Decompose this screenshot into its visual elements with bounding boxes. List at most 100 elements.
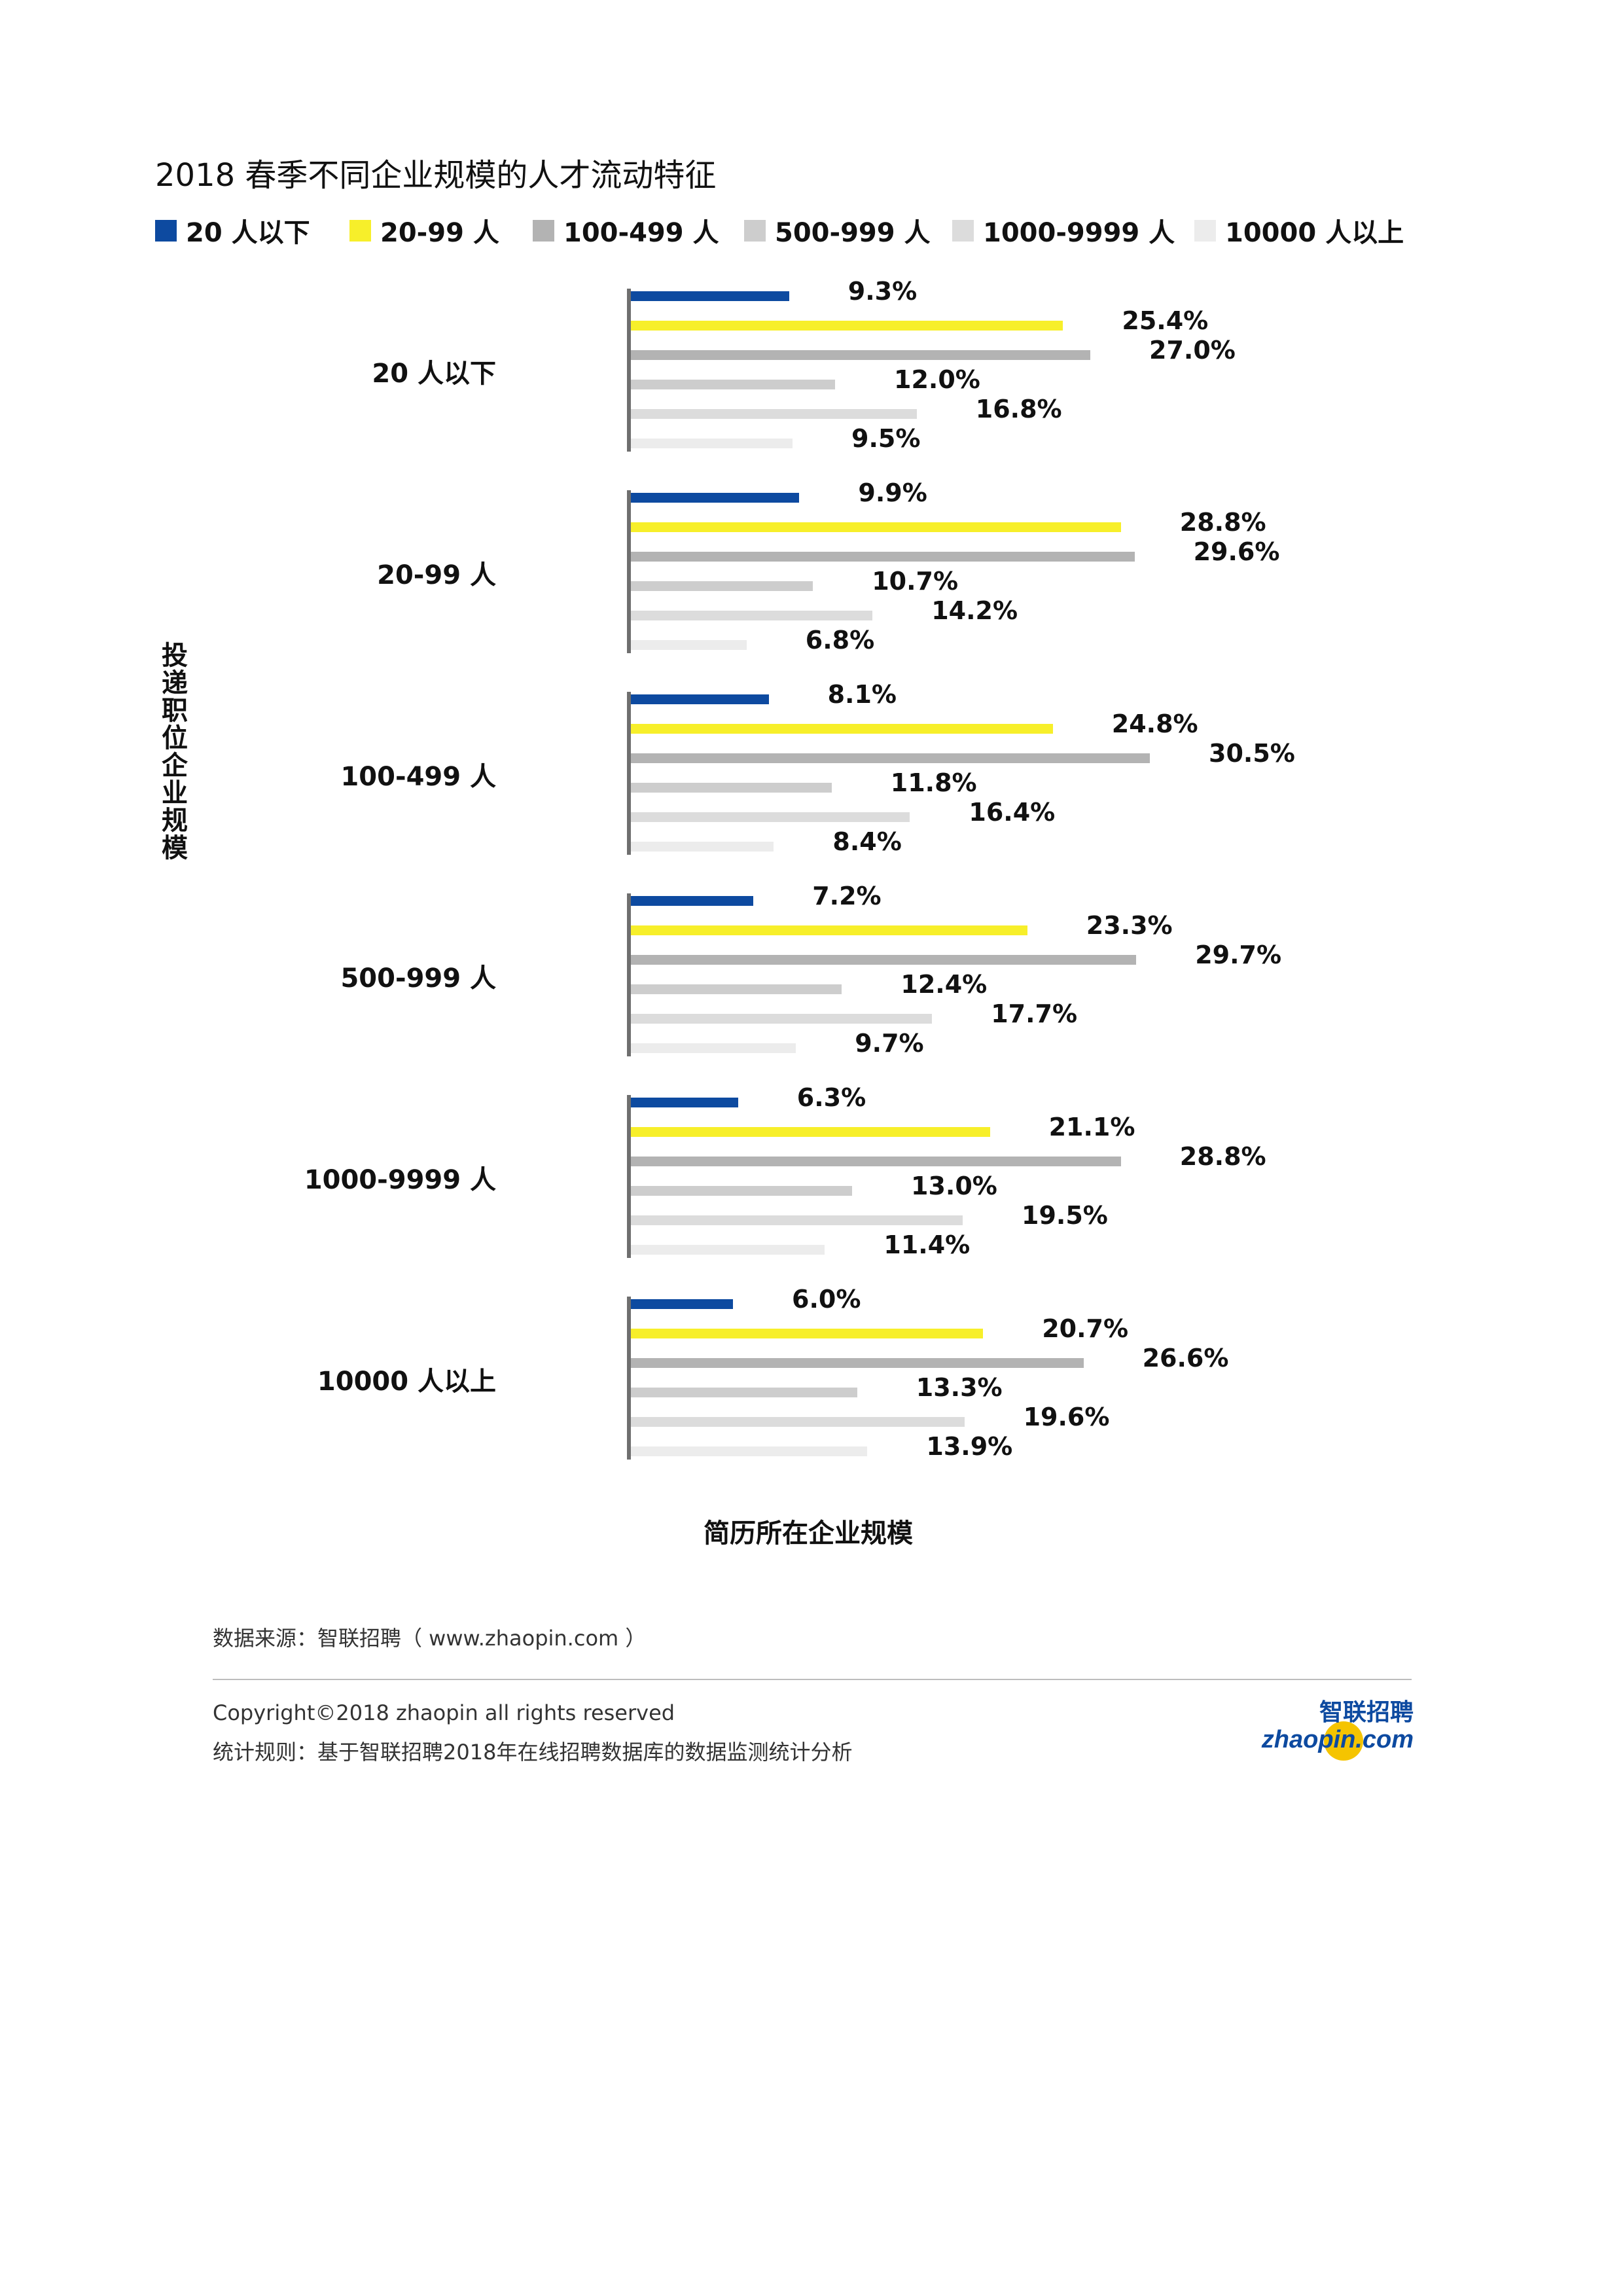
group-axis-line xyxy=(627,1297,631,1460)
bar-value-label: 8.1% xyxy=(827,680,897,709)
legend-swatch xyxy=(1194,219,1216,242)
bar-value-label: 7.2% xyxy=(812,882,882,910)
bar-value-label: 9.3% xyxy=(847,277,918,306)
bar xyxy=(631,1446,868,1456)
legend-item: 20-99 人 xyxy=(349,211,499,250)
bar-value-label: 16.4% xyxy=(969,798,1056,827)
legend-label: 20-99 人 xyxy=(380,218,499,248)
bar xyxy=(631,439,793,448)
bar xyxy=(631,1388,857,1397)
bar-value-label: 24.8% xyxy=(1111,709,1198,738)
group-axis-line xyxy=(627,1095,631,1258)
logo-en-text: zhaopin.com xyxy=(1261,1726,1414,1753)
bar xyxy=(631,291,789,301)
bar xyxy=(631,380,835,389)
bar-value-label: 13.3% xyxy=(916,1373,1003,1402)
bar-value-label: 12.4% xyxy=(901,970,988,999)
bar-value-label: 29.6% xyxy=(1193,537,1280,566)
group-axis-line xyxy=(627,692,631,855)
bar xyxy=(631,1014,933,1024)
bar xyxy=(631,1186,852,1196)
bar-value-label: 17.7% xyxy=(991,999,1078,1028)
bar xyxy=(631,842,774,852)
bar-value-label: 19.6% xyxy=(1023,1403,1110,1431)
bar-value-label: 6.8% xyxy=(805,626,875,655)
copyright-text: Copyright©2018 zhaopin all rights reserv… xyxy=(213,1700,675,1725)
bar xyxy=(631,1127,990,1137)
bar xyxy=(631,694,769,704)
bar-value-label: 11.4% xyxy=(883,1230,971,1259)
bar xyxy=(631,812,910,822)
statistics-rule: 统计规则：基于智联招聘2018年在线招聘数据库的数据监测统计分析 xyxy=(213,1740,853,1765)
bar-value-label: 10.7% xyxy=(872,567,959,596)
legend-label: 100-499 人 xyxy=(563,218,719,248)
bar-value-label: 23.3% xyxy=(1086,911,1173,940)
bar xyxy=(631,1329,984,1338)
bar xyxy=(631,522,1121,532)
logo-cn-text: 智联招聘 xyxy=(1319,1698,1414,1725)
bar-value-label: 30.5% xyxy=(1209,739,1295,768)
bar xyxy=(631,783,832,793)
group-axis-line xyxy=(627,490,631,653)
bar-value-label: 8.4% xyxy=(832,827,902,856)
bar-value-label: 6.0% xyxy=(792,1285,861,1314)
group-label: 500-999 人 xyxy=(340,963,496,994)
bar-value-label: 9.7% xyxy=(855,1029,924,1058)
legend-item: 500-999 人 xyxy=(744,211,931,250)
bar-value-label: 21.1% xyxy=(1048,1113,1135,1141)
bar xyxy=(631,1299,733,1309)
legend-item: 10000 人以上 xyxy=(1194,211,1404,250)
legend-item: 100-499 人 xyxy=(533,211,719,250)
bar xyxy=(631,896,754,906)
bar xyxy=(631,1157,1121,1166)
legend-item: 1000-9999 人 xyxy=(952,211,1175,250)
bar xyxy=(631,925,1027,935)
bar-value-label: 13.0% xyxy=(911,1172,997,1200)
bar xyxy=(631,1215,963,1225)
bar-value-label: 9.9% xyxy=(858,478,927,507)
group-label: 100-499 人 xyxy=(340,761,496,792)
bar xyxy=(631,1245,825,1255)
bar-value-label: 16.8% xyxy=(975,395,1062,423)
legend-swatch xyxy=(952,219,974,242)
bar-value-label: 11.8% xyxy=(890,768,977,797)
bar xyxy=(631,1358,1084,1368)
bar-value-label: 19.5% xyxy=(1022,1201,1108,1230)
bar-value-label: 29.7% xyxy=(1195,941,1282,969)
bar-value-label: 28.8% xyxy=(1179,1142,1266,1171)
group-label: 20-99 人 xyxy=(377,560,496,590)
footer-divider xyxy=(213,1679,1412,1680)
bar xyxy=(631,552,1135,562)
legend-label: 10000 人以上 xyxy=(1225,218,1404,248)
bar xyxy=(631,409,917,419)
bar-value-label: 9.5% xyxy=(851,424,921,453)
data-source: 数据来源：智联招聘（ www.zhaopin.com ） xyxy=(213,1626,647,1651)
bar xyxy=(631,321,1063,331)
bar xyxy=(631,350,1090,360)
bar xyxy=(631,753,1150,763)
bar-value-label: 13.9% xyxy=(926,1432,1013,1461)
legend-label: 1000-9999 人 xyxy=(983,218,1175,248)
bar xyxy=(631,984,842,994)
bar xyxy=(631,581,813,591)
legend-label: 500-999 人 xyxy=(775,218,931,248)
bar-value-label: 20.7% xyxy=(1042,1314,1129,1343)
group-label: 10000 人以上 xyxy=(317,1366,496,1397)
bar xyxy=(631,1417,965,1427)
legend-swatch xyxy=(155,219,177,242)
legend-swatch xyxy=(349,219,371,242)
chart-title: 2018 春季不同企业规模的人才流动特征 xyxy=(155,157,717,194)
x-axis-title: 简历所在企业规模 xyxy=(704,1518,913,1549)
legend-swatch xyxy=(533,219,554,242)
bar-value-label: 27.0% xyxy=(1149,336,1236,365)
group-label: 1000-9999 人 xyxy=(304,1164,496,1195)
bar-value-label: 28.8% xyxy=(1179,508,1266,537)
bar-value-label: 14.2% xyxy=(931,596,1018,625)
y-axis-title: 投递职位企业规模 xyxy=(157,641,187,861)
zhaopin-logo: 智联招聘 zhaopin.com xyxy=(1261,1698,1414,1761)
bar-value-label: 12.0% xyxy=(894,365,980,394)
bar xyxy=(631,640,747,650)
bar xyxy=(631,493,800,503)
legend-label: 20 人以下 xyxy=(186,218,310,248)
bar xyxy=(631,1043,796,1053)
